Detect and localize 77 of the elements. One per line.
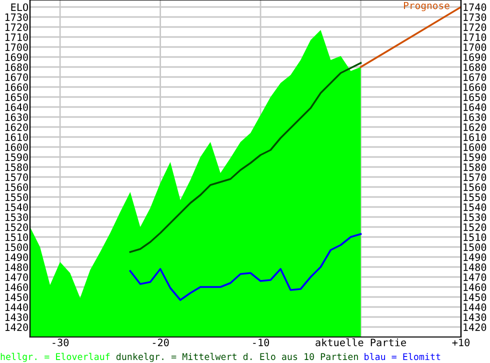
y2-tick-label: 1670	[464, 73, 486, 82]
x-tick-label: -10	[253, 338, 270, 346]
y-tick-label: 1620	[5, 123, 28, 132]
y2-tick-label: 1490	[464, 253, 486, 262]
y-tick-label: 1470	[5, 273, 28, 282]
y2-tick-label: 1430	[464, 313, 486, 322]
x-tick-label: +10	[452, 338, 470, 346]
line-series	[129, 62, 362, 253]
y-tick-label: 1670	[5, 73, 28, 82]
y2-tick-label: 1520	[464, 223, 486, 232]
y-tick-label: 1490	[5, 253, 28, 262]
y-tick-label: 1500	[5, 243, 28, 252]
y-tick-label: 1610	[5, 133, 28, 142]
y-tick-label: 1540	[5, 203, 28, 212]
series-label: hellgr. = Eloverlauf	[0, 352, 110, 362]
y-tick-label: 1680	[5, 63, 28, 72]
y-tick-label: 1690	[5, 53, 28, 62]
y2-tick-label: 1580	[464, 163, 486, 172]
y2-tick-label: 1480	[464, 263, 486, 272]
x-tick-label: -20	[152, 338, 169, 346]
x-tick-label: aktuelle Partie	[316, 338, 406, 346]
y-tick-label: 1450	[5, 293, 28, 302]
y2-tick-label: 1600	[464, 143, 486, 152]
y2-tick-label: 1610	[464, 133, 486, 142]
y2-tick-label: 1650	[464, 93, 486, 102]
y2-tick-label: 1460	[464, 283, 486, 292]
y-tick-label: 1710	[5, 33, 28, 42]
x-tick-label: -30	[52, 338, 69, 346]
y-tick-label: 1660	[5, 83, 28, 92]
y2-tick-label: 1560	[464, 183, 486, 192]
y2-tick-label: 1710	[464, 33, 486, 42]
y2-tick-label: 1730	[464, 13, 486, 22]
text: dunkelgr. = Mittelwert d. Elo aus 10 Partien	[116, 352, 358, 362]
y2-tick-label: 1660	[464, 83, 486, 92]
y2-tick-label: 1640	[464, 103, 486, 112]
y2-tick-label: 1510	[464, 233, 486, 242]
y-tick-label: 1600	[5, 143, 28, 152]
y-tick-label: 1520	[5, 223, 28, 232]
y-tick-label: 1580	[5, 163, 28, 172]
y-tick-label: 1440	[5, 303, 28, 312]
y2-tick-label: 1700	[464, 43, 486, 52]
y-tick-label: 1730	[5, 13, 28, 22]
y-tick-label: ELO	[11, 3, 28, 12]
y-tick-label: 1530	[5, 213, 28, 222]
y-tick-label: 1630	[5, 113, 28, 122]
y2-tick-label: 1530	[464, 213, 486, 222]
text: blau = Elomitt	[364, 352, 440, 360]
y2-tick-label: 1740	[464, 3, 486, 12]
y-tick-label: 1640	[5, 103, 28, 112]
line-series	[129, 233, 362, 301]
y2-tick-label: 1470	[464, 273, 486, 282]
y2-tick-label: 1630	[464, 113, 486, 122]
y-tick-label: 1700	[5, 43, 28, 52]
y-tick-label: 1560	[5, 183, 28, 192]
y-tick-label: 1550	[5, 193, 28, 202]
y2-tick-label: 1540	[464, 203, 486, 212]
y2-tick-label: 1450	[464, 293, 486, 302]
y-tick-label: 1720	[5, 23, 28, 32]
y-tick-label: 1420	[5, 323, 28, 332]
y2-tick-label: 1550	[464, 193, 486, 202]
y2-tick-label: 1620	[464, 123, 486, 132]
y2-tick-label: 1680	[464, 63, 486, 72]
y2-tick-label: 1500	[464, 243, 486, 252]
y-tick-label: 1510	[5, 233, 28, 242]
y2-tick-label: 1570	[464, 173, 486, 182]
annotation: Prognose	[404, 2, 450, 12]
y-tick-label: 1650	[5, 93, 28, 102]
y-tick-label: 1590	[5, 153, 28, 162]
y2-tick-label: 1440	[464, 303, 486, 312]
y2-tick-label: 1590	[464, 153, 486, 162]
y-tick-label: 1430	[5, 313, 28, 322]
y2-tick-label: 1720	[464, 23, 486, 32]
y-tick-label: 1570	[5, 173, 28, 182]
y2-tick-label: 1420	[464, 323, 486, 332]
y-tick-label: 1460	[5, 283, 28, 292]
y-tick-label: 1480	[5, 263, 28, 272]
y2-tick-label: 1690	[464, 53, 486, 62]
